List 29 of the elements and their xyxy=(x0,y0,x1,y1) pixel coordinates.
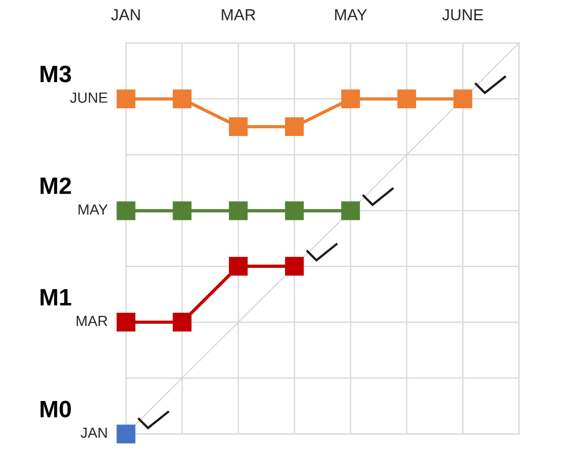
point xyxy=(341,90,360,108)
point xyxy=(116,312,136,332)
point xyxy=(341,201,360,220)
text: MAR xyxy=(76,316,108,326)
x-tick-label: MAY xyxy=(335,9,367,20)
point xyxy=(453,90,472,108)
text: MAY xyxy=(78,204,108,215)
point xyxy=(228,117,248,136)
text: JAN xyxy=(80,428,107,438)
point xyxy=(172,90,192,108)
point xyxy=(228,256,248,276)
x-tick-label: JUNE xyxy=(442,9,484,20)
point xyxy=(116,424,136,444)
point xyxy=(228,201,248,220)
series-label: M1 xyxy=(40,289,72,306)
point xyxy=(285,256,304,276)
point xyxy=(285,117,304,136)
series-label: M2 xyxy=(40,177,71,194)
x-tick-label: JAN xyxy=(111,9,140,20)
point xyxy=(285,201,304,220)
series-label: M0 xyxy=(40,400,71,418)
text: JUNE xyxy=(70,92,108,103)
point xyxy=(116,90,136,108)
point xyxy=(116,201,136,220)
point xyxy=(397,90,416,108)
point xyxy=(172,312,192,332)
x-tick-label: MAR xyxy=(222,9,256,20)
point xyxy=(172,201,192,220)
series-label: M3 xyxy=(40,66,71,82)
